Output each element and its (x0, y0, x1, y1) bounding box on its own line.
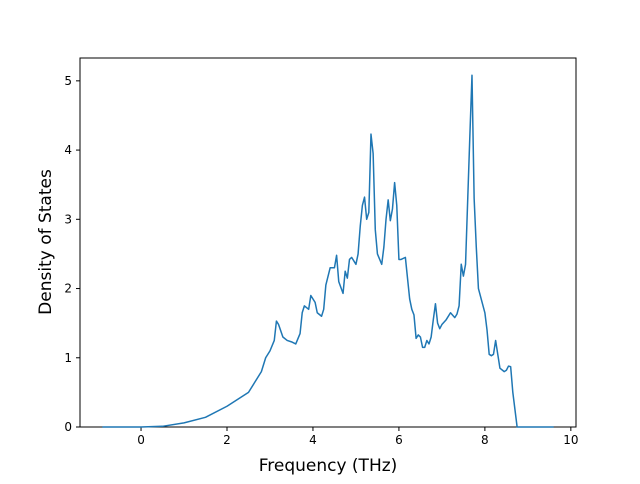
x-axis-label: Frequency (THz) (259, 456, 398, 476)
x-tick-label: 8 (481, 433, 489, 447)
plot-frame (79, 57, 577, 428)
x-tick-label: 2 (223, 433, 231, 447)
x-tick-label: 4 (309, 433, 317, 447)
y-tick-label: 4 (64, 143, 72, 157)
y-tick-label: 5 (64, 74, 72, 88)
line (102, 74, 554, 428)
y-tick-label: 0 (64, 420, 72, 434)
x-tick-label: 6 (395, 433, 403, 447)
y-axis-label: Density of States (36, 169, 56, 315)
x-tick-label: 0 (137, 433, 145, 447)
x-tick-label: 10 (563, 433, 578, 447)
y-tick-label: 2 (64, 282, 72, 296)
y-tick-label: 3 (64, 212, 72, 226)
y-tick-label: 1 (64, 351, 72, 365)
